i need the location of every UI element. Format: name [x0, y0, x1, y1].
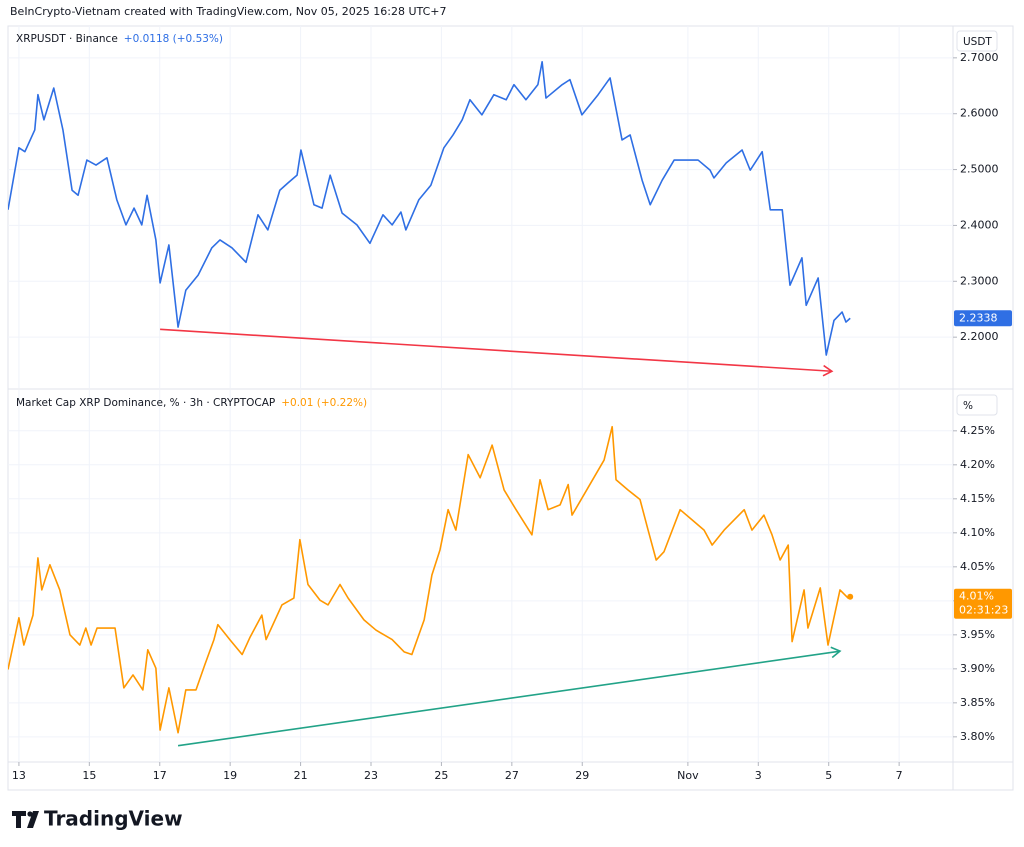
logo-text: TradingView — [44, 807, 183, 831]
plot-area — [8, 60, 851, 356]
x-tick-label: 5 — [825, 769, 832, 782]
x-tick-label: 19 — [223, 769, 237, 782]
x-tick-label: Nov — [677, 769, 699, 782]
price-line — [8, 425, 851, 734]
y-tick-label: 3.80% — [960, 730, 995, 743]
x-tick-label: 25 — [434, 769, 448, 782]
y-tick-label: 2.7000 — [960, 51, 999, 64]
y-tick-label: 4.25% — [960, 424, 995, 437]
x-tick-label: 27 — [505, 769, 519, 782]
plot-area — [8, 425, 851, 734]
x-tick-label: 15 — [82, 769, 96, 782]
header-text: BeInCrypto-Vietnam created with TradingV… — [10, 5, 446, 18]
y-tick-label: 3.90% — [960, 662, 995, 675]
logo-icon — [12, 811, 26, 828]
x-tick-label: 21 — [294, 769, 308, 782]
y-tick-label: 3.85% — [960, 696, 995, 709]
trend-arrow — [160, 328, 832, 373]
last-price-label: 4.01% — [959, 590, 994, 603]
unit-box — [956, 394, 998, 416]
unit-label: USDT — [963, 36, 992, 48]
logo-icon — [27, 811, 39, 828]
x-tick-label: 3 — [755, 769, 762, 782]
unit-box — [956, 30, 998, 52]
x-tick-label: 17 — [153, 769, 167, 782]
price-line — [8, 60, 851, 356]
logo-icon — [27, 811, 33, 817]
arrow-head — [830, 646, 842, 659]
last-price-label: 2.2338 — [959, 311, 998, 324]
arrow-head — [822, 364, 834, 377]
y-tick-label: 2.2000 — [960, 330, 999, 343]
last-price-box — [954, 310, 1012, 327]
legend-name: Market Cap XRP Dominance, % · 3h · CRYPT… — [16, 397, 275, 409]
y-tick-label: 2.6000 — [960, 107, 999, 120]
x-tick-label: 13 — [12, 769, 26, 782]
last-price-box — [954, 588, 1012, 619]
y-tick-label: 4.15% — [960, 492, 995, 505]
y-tick-label: 4.05% — [960, 560, 995, 573]
y-tick-label: 2.5000 — [960, 163, 999, 176]
legend-change: +0.0118 (+0.53%) — [124, 33, 223, 45]
chart-frame — [7, 25, 1014, 791]
logo: TradingView — [12, 807, 183, 831]
last-point — [847, 593, 854, 600]
x-tick-label: 23 — [364, 769, 378, 782]
countdown-label: 02:31:23 — [959, 604, 1008, 617]
legend-name: XRPUSDT · Binance — [16, 33, 118, 45]
unit-label: % — [963, 400, 973, 412]
y-tick-label: 2.3000 — [960, 274, 999, 287]
y-tick-label: 4.10% — [960, 526, 995, 539]
y-tick-label: 2.4000 — [960, 218, 999, 231]
y-tick-label: 3.95% — [960, 628, 995, 641]
x-tick-label: 29 — [575, 769, 589, 782]
y-tick-label: 4.20% — [960, 458, 995, 471]
legend-change: +0.01 (+0.22%) — [281, 397, 367, 409]
x-tick-label: 7 — [896, 769, 903, 782]
trend-arrow — [177, 650, 841, 747]
